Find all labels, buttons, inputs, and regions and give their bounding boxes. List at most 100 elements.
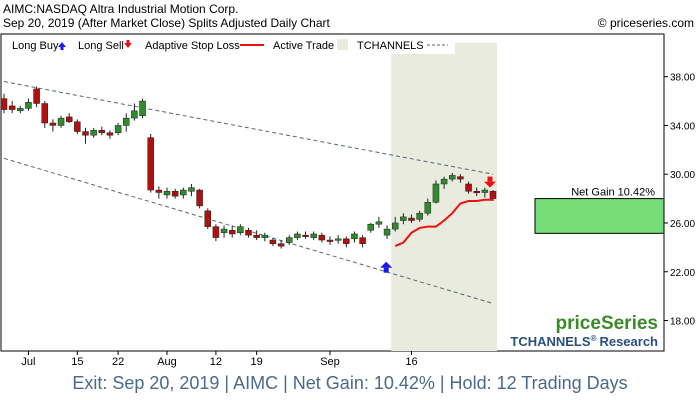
candle-body bbox=[432, 183, 440, 203]
candle-body bbox=[391, 222, 399, 230]
candle-body bbox=[310, 233, 317, 238]
candle-body bbox=[465, 183, 472, 192]
candle-body bbox=[261, 234, 269, 238]
candle-body bbox=[269, 239, 277, 244]
y-tick-label: 26.00 bbox=[670, 219, 695, 230]
candle-body bbox=[171, 191, 179, 197]
candle-body bbox=[481, 189, 489, 193]
legend-active-trade: Active Trade bbox=[273, 40, 334, 52]
candle-body bbox=[65, 116, 73, 123]
trade-summary-footer: Exit: Sep 20, 2019 | AIMC | Net Gain: 10… bbox=[72, 373, 628, 393]
brand-tchannels-word: TCHANNELS bbox=[510, 334, 590, 349]
long-sell-marker-icon bbox=[484, 181, 496, 188]
candle-body bbox=[359, 237, 366, 244]
candle-body bbox=[114, 125, 122, 134]
candle-body bbox=[41, 103, 48, 124]
candle-body bbox=[212, 226, 220, 238]
long-sell-arrow-icon bbox=[124, 43, 132, 48]
x-tick-label: 22 bbox=[112, 356, 124, 368]
candle-body bbox=[17, 108, 24, 112]
net-gain-box bbox=[534, 198, 665, 234]
candle-body bbox=[196, 189, 203, 207]
candle-body bbox=[0, 98, 8, 110]
candle-body bbox=[416, 212, 423, 220]
chart-subtitle: Sep 20, 2019 (After Market Close) Splits… bbox=[3, 16, 330, 30]
candle-body bbox=[302, 234, 309, 237]
candle-body bbox=[131, 110, 138, 119]
long-sell-arrow-stem bbox=[126, 40, 130, 43]
candle-body bbox=[253, 234, 260, 238]
candle-body bbox=[245, 230, 252, 236]
candle-body bbox=[408, 217, 415, 221]
brand-registered: ® bbox=[591, 334, 597, 343]
y-tick-label: 38.00 bbox=[670, 73, 695, 84]
x-tick-label: 15 bbox=[71, 356, 83, 368]
candle-body bbox=[180, 189, 187, 196]
candle-body bbox=[106, 132, 114, 136]
candle-body bbox=[473, 191, 480, 194]
candle-body bbox=[220, 228, 228, 233]
candle-body bbox=[449, 175, 456, 180]
y-tick-label: 22.00 bbox=[670, 268, 695, 279]
candle-body bbox=[147, 137, 154, 191]
candle-body bbox=[237, 226, 244, 233]
copyright-text: © priceseries.com bbox=[597, 16, 694, 30]
candle-body bbox=[457, 176, 464, 180]
candle-body bbox=[8, 105, 16, 110]
legend-long-buy: Long Buy bbox=[12, 40, 59, 52]
x-tick-label: Sep bbox=[320, 356, 340, 368]
candle-body bbox=[33, 88, 40, 104]
candle-body bbox=[351, 233, 358, 240]
active-trade-swatch bbox=[337, 39, 348, 50]
candle-body bbox=[49, 122, 57, 126]
candle-body bbox=[424, 202, 432, 214]
plot-area bbox=[0, 33, 665, 352]
candle-body bbox=[188, 187, 195, 192]
candle-body bbox=[163, 191, 171, 196]
candle-body bbox=[25, 102, 32, 109]
long-buy-marker-stem bbox=[383, 267, 389, 273]
active-trade-band bbox=[391, 42, 497, 352]
x-tick-label: 19 bbox=[251, 356, 263, 368]
legend-long-sell: Long Sell bbox=[78, 40, 124, 52]
x-tick-label: Jul bbox=[21, 356, 35, 368]
candle-body bbox=[375, 221, 383, 225]
candle-body bbox=[98, 130, 106, 134]
x-tick-label: Aug bbox=[157, 356, 177, 368]
legend-adaptive-stop: Adaptive Stop Loss bbox=[145, 40, 240, 52]
candle-body bbox=[277, 243, 285, 247]
candle-body bbox=[440, 178, 448, 185]
candle-body bbox=[367, 223, 374, 231]
candle-body bbox=[204, 210, 211, 227]
net-gain-label: Net Gain 10.42% bbox=[571, 187, 655, 199]
brand-research-word: Research bbox=[599, 334, 658, 349]
price-chart: Net Gain 10.42% 38.00 34.00 30.00 26.00 22.0… bbox=[0, 33, 695, 368]
candle-body bbox=[82, 131, 89, 136]
long-buy-arrow-stem bbox=[60, 47, 64, 50]
brand-tchannels-research: TCHANNELS® Research bbox=[510, 334, 658, 349]
candle-body bbox=[57, 117, 65, 126]
candle-body bbox=[383, 228, 391, 236]
candle-body bbox=[343, 238, 350, 244]
x-tick-label: 12 bbox=[210, 356, 222, 368]
candle-body bbox=[139, 100, 146, 116]
candle-body bbox=[74, 121, 81, 132]
candle-body bbox=[400, 216, 407, 221]
candle-body bbox=[228, 230, 236, 235]
chart-title: AIMC:NASDAQ Altra Industrial Motion Corp… bbox=[3, 2, 239, 16]
brand-priceseries: priceSeries bbox=[556, 313, 658, 334]
candle-body bbox=[318, 234, 326, 241]
candle-body bbox=[326, 239, 334, 242]
legend-tchannels: TCHANNELS bbox=[357, 40, 424, 52]
y-tick-label: 18.00 bbox=[670, 317, 695, 328]
long-sell-marker-stem bbox=[487, 176, 493, 182]
candle-body bbox=[294, 233, 301, 238]
candle-body bbox=[90, 130, 97, 136]
y-tick-label: 30.00 bbox=[670, 170, 695, 181]
candle-body bbox=[123, 117, 130, 126]
channel-upper-line bbox=[3, 81, 494, 175]
long-buy-marker-icon bbox=[380, 261, 393, 268]
x-tick-label: 16 bbox=[405, 356, 417, 368]
candle-body bbox=[334, 238, 342, 241]
candle-body bbox=[286, 237, 293, 243]
